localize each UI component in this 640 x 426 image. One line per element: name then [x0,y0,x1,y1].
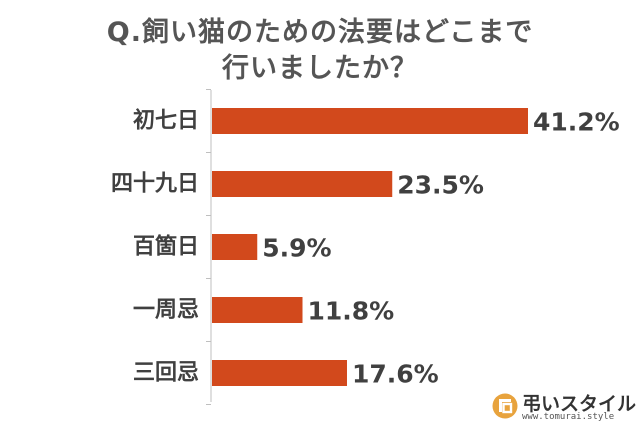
chart-title-line-1: Q.飼い猫のための法要はどこまで [106,17,534,48]
value-label-4: 11.8% [308,297,395,326]
value-label-5: 17.6% [352,360,439,389]
category-label-5: 三回忌 [133,361,199,386]
bar-3 [212,234,258,260]
category-label-2: 四十九日 [111,172,199,197]
brand-url: www.tomurai.style [522,412,615,422]
category-label-3: 百箇日 [133,234,199,260]
value-label-1: 41.2% [533,108,620,137]
tomurai-logo-icon [492,393,518,419]
category-label-4: 一周忌 [133,298,199,323]
brand-name: 弔いスタイル [522,393,637,415]
category-label-1: 初七日 [133,108,199,134]
bar-2 [212,171,393,197]
value-label-2: 23.5% [397,171,484,200]
chart-title-line-2: 行いましたか？ [222,53,418,84]
value-label-3: 5.9% [262,234,331,263]
bar-5 [212,360,347,386]
bar-1 [212,108,528,134]
bar-4 [212,297,303,323]
brand-logo: 弔いスタイル www.tomurai.style [492,390,637,424]
